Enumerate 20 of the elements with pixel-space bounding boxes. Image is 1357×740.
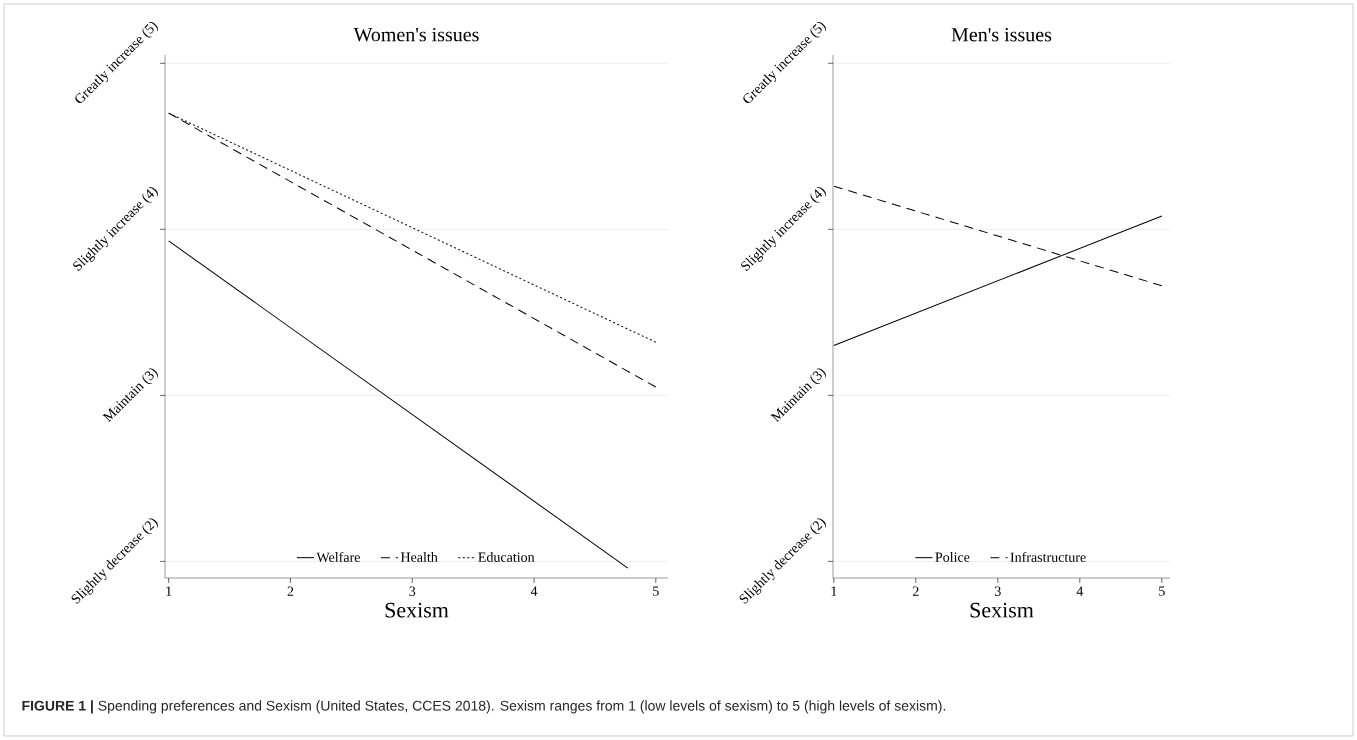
legend-label: Infrastructure [1010,551,1086,562]
legend-label: Welfare [316,551,360,563]
legend-label: Police [935,552,970,562]
x-axis-title: Sexism [385,602,449,618]
x-axis-title: Sexism [970,602,1034,618]
x-tick-label: 2 [912,586,919,596]
chart-title: Men's issues [951,28,1052,42]
x-tick-label: 1 [831,586,837,596]
chart-title: Women's issues [353,27,479,42]
text: FIGURE 1 | Spending preferences and Sexism (United States, CCES 2018). Sexism ranges from 1 (low levels of sexism) to 5 (high levels of sexism). [22,700,946,714]
x-tick-label: 4 [1076,586,1084,596]
x-tick-label: 4 [530,586,538,596]
x-tick-label: 3 [409,586,416,596]
legend-label: Health [400,552,438,562]
x-tick-label: 2 [287,586,294,596]
legend-label: Education [478,552,535,562]
x-tick-label: 3 [994,586,1001,596]
x-tick-label: 5 [1159,586,1165,596]
x-tick-label: 1 [166,586,172,596]
x-tick-label: 5 [653,586,659,596]
